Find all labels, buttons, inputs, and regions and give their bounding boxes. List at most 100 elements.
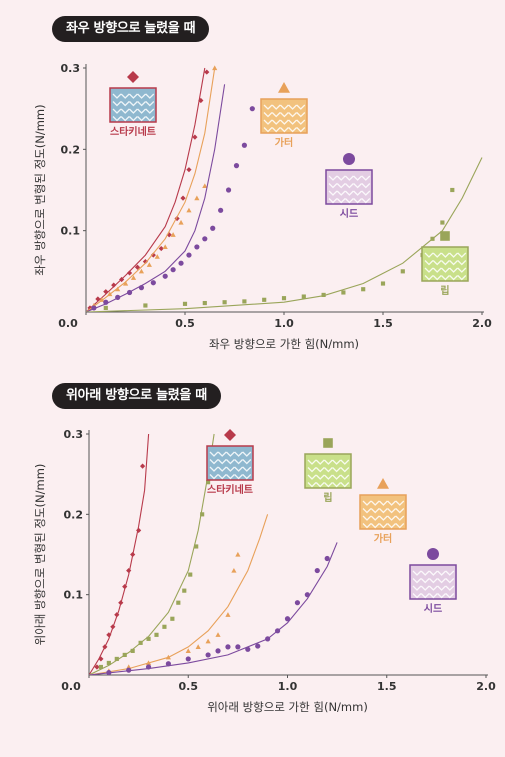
data-point: [170, 616, 175, 621]
data-point: [186, 167, 192, 173]
data-point: [111, 282, 117, 288]
data-point: [162, 273, 168, 279]
data-point: [262, 297, 267, 302]
series-triangle: [86, 65, 218, 312]
data-point: [87, 305, 93, 311]
data-point: [162, 244, 168, 250]
knit-stitch: [209, 459, 252, 465]
series-square: [86, 157, 483, 312]
data-point: [206, 480, 211, 485]
legend-marker: [278, 82, 290, 93]
series-circle: [89, 542, 338, 675]
data-point: [185, 648, 191, 653]
legend-swatch: 가터: [260, 82, 308, 149]
data-point: [115, 286, 121, 292]
data-point: [145, 664, 152, 670]
data-point: [94, 664, 100, 670]
data-point: [139, 463, 146, 469]
data-point: [235, 551, 241, 557]
data-point: [440, 220, 445, 225]
knit-stitch: [424, 260, 467, 266]
data-point: [119, 276, 125, 283]
data-point: [212, 65, 218, 71]
legend-swatch: 가터: [359, 478, 407, 545]
series-diamond: [89, 433, 150, 675]
data-point: [215, 648, 221, 654]
knit-stitch: [362, 523, 405, 529]
data-point: [114, 656, 119, 662]
knit-stitch: [362, 500, 405, 506]
data-point: [103, 299, 109, 305]
data-point: [154, 632, 159, 637]
legend-swatch: 시드: [325, 153, 373, 220]
legend-label: 스타키네트: [110, 125, 156, 138]
data-point: [114, 612, 120, 618]
data-point: [106, 669, 112, 675]
data-point: [123, 280, 129, 286]
data-point: [186, 252, 192, 258]
data-point: [430, 236, 435, 241]
vertical-stretch-chart: 0.0 0.5 1.0 1.5 2.0 0.1 0.2 0.3 위아래 방향으로 가한 힘(N/…: [0, 378, 505, 757]
legend-label: 립: [323, 491, 332, 504]
series-diamond: [86, 67, 210, 312]
data-point: [130, 275, 137, 280]
legend-marker: [440, 231, 450, 241]
data-point: [122, 584, 128, 590]
knit-stitch: [328, 175, 371, 181]
chart-svg: 0.0 0.5 1.0 1.5 2.0 0.1 0.2 0.3 좌우 방향으로 가한 힘(N/m…: [33, 62, 492, 351]
legend-marker: [377, 478, 389, 489]
data-point: [185, 656, 191, 662]
legend-label: 가터: [275, 136, 293, 149]
x-tick-label: 1.5: [373, 317, 393, 330]
data-point: [210, 225, 216, 231]
series-circle: [86, 84, 255, 312]
y-tick-label: 0.2: [64, 508, 84, 521]
data-point: [162, 624, 167, 629]
data-point: [146, 262, 152, 267]
data-point: [180, 195, 186, 201]
data-point: [274, 628, 281, 634]
x-tick-label: 0.5: [175, 317, 195, 330]
data-point: [102, 644, 108, 650]
data-point: [294, 600, 301, 606]
data-point: [188, 572, 193, 577]
legend-swatch: 스타키네트: [109, 71, 157, 138]
data-point: [195, 644, 201, 649]
y-tick-label: 0.1: [64, 589, 84, 602]
data-point: [205, 652, 211, 658]
legend-marker: [343, 153, 355, 165]
data-point: [126, 567, 132, 574]
data-point: [304, 592, 310, 598]
data-point: [284, 616, 291, 622]
data-point: [194, 195, 200, 201]
data-point: [150, 280, 156, 286]
data-point: [99, 297, 105, 302]
knit-stitch: [263, 127, 306, 133]
knit-stitch: [307, 474, 350, 480]
data-point: [103, 305, 108, 311]
data-point: [225, 644, 231, 650]
data-point: [126, 270, 133, 276]
knit-stitch: [112, 101, 155, 107]
data-point: [321, 292, 326, 297]
chart-svg: 0.0 0.5 1.0 1.5 2.0 0.1 0.2 0.3 위아래 방향으로 가한 힘(N/…: [33, 428, 496, 714]
data-point: [400, 269, 405, 274]
knit-stitch: [209, 474, 252, 480]
x-axis-label: 위아래 방향으로 가한 힘(N/mm): [207, 700, 368, 714]
x-axis-label: 좌우 방향으로 가한 힘(N/mm): [209, 337, 359, 351]
data-point: [341, 290, 346, 295]
knit-stitch: [263, 104, 306, 110]
series-triangle: [89, 514, 269, 675]
data-point: [281, 296, 287, 301]
data-point: [134, 264, 141, 270]
x-tick-label: 1.0: [278, 680, 298, 693]
data-point: [218, 207, 224, 213]
knit-stitch: [307, 482, 350, 488]
legend-swatch: 립: [421, 231, 469, 297]
data-point: [165, 661, 171, 667]
data-point: [200, 512, 205, 517]
data-point: [194, 544, 199, 549]
y-tick-label: 0.2: [61, 143, 81, 156]
data-point: [118, 600, 124, 606]
data-point: [249, 106, 255, 112]
